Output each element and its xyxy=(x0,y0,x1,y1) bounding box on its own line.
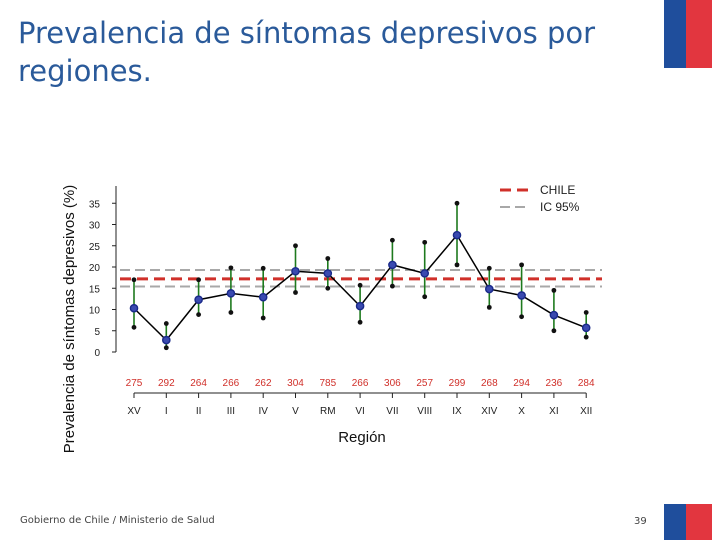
ci-lower-marker xyxy=(357,319,363,325)
y-tick-label: 5 xyxy=(94,327,100,338)
y-axis-label: Prevalencia de síntomas depresivos (%) xyxy=(61,185,78,453)
ci-lower-marker xyxy=(422,294,428,300)
data-point xyxy=(388,260,397,270)
y-tick-label: 10 xyxy=(89,306,101,317)
ci-lower-marker xyxy=(260,315,266,321)
ci-lower-marker xyxy=(293,290,298,295)
sample-size-label: 264 xyxy=(190,378,207,389)
ci-upper-marker xyxy=(454,200,460,206)
data-point xyxy=(517,291,526,300)
flag-red-stripe xyxy=(686,0,712,68)
y-tick-label: 25 xyxy=(89,242,101,253)
ci-upper-marker xyxy=(357,282,363,288)
ci-upper-marker xyxy=(325,256,331,261)
data-point xyxy=(355,301,365,311)
sample-size-label: 306 xyxy=(384,378,401,389)
ci-upper-marker xyxy=(260,265,266,271)
x-tick-label: II xyxy=(196,406,202,417)
y-tick-label: 35 xyxy=(89,199,101,210)
ci-upper-marker xyxy=(293,243,298,249)
ci-lower-marker xyxy=(583,334,589,340)
ci-lower-marker xyxy=(228,310,234,315)
x-tick-label: V xyxy=(292,406,299,417)
ci-upper-marker xyxy=(131,277,137,283)
footer-text: Gobierno de Chile / Ministerio de Salud xyxy=(20,515,215,526)
sample-size-label: 268 xyxy=(481,378,498,389)
data-point xyxy=(323,269,333,278)
ci-lower-marker xyxy=(196,312,202,317)
sample-size-label: 266 xyxy=(223,378,240,389)
ci-lower-marker xyxy=(454,262,460,268)
sample-size-label: 785 xyxy=(319,378,336,389)
data-point xyxy=(129,303,139,313)
y-tick-label: 0 xyxy=(94,348,100,359)
ci-lower-marker xyxy=(163,345,169,351)
ci-upper-marker xyxy=(486,265,492,271)
chile-flag-logo-top xyxy=(664,0,712,68)
data-point xyxy=(549,310,559,320)
x-tick-label: IX xyxy=(452,406,462,417)
x-tick-label: VIII xyxy=(417,406,432,417)
data-point xyxy=(226,289,236,298)
sample-size-label: 294 xyxy=(513,378,530,389)
x-tick-label: VII xyxy=(386,406,398,417)
sample-size-label: 284 xyxy=(578,378,595,389)
data-point xyxy=(258,292,268,302)
page-title: Prevalencia de síntomas depresivos por r… xyxy=(18,16,596,88)
y-tick-label: 30 xyxy=(89,221,101,232)
ci-lower-marker xyxy=(390,283,395,289)
y-tick-label: 15 xyxy=(89,284,101,295)
data-point xyxy=(452,230,462,240)
ci-lower-marker xyxy=(131,324,137,330)
ci-lower-marker xyxy=(325,285,331,291)
y-tick-label: 20 xyxy=(89,263,101,274)
ci-upper-marker xyxy=(551,287,557,293)
chile-flag-logo-bottom xyxy=(664,504,712,540)
x-tick-label: VI xyxy=(355,406,364,417)
legend-ci95-label: IC 95% xyxy=(540,200,580,214)
x-tick-label: XII xyxy=(580,406,592,417)
flag-blue-stripe xyxy=(664,504,686,540)
sample-size-label: 257 xyxy=(416,378,433,389)
sample-size-label: 275 xyxy=(126,378,143,389)
ci-upper-marker xyxy=(163,321,169,326)
flag-red-stripe xyxy=(686,504,712,540)
x-tick-label: X xyxy=(518,406,525,417)
sample-size-label: 299 xyxy=(449,378,466,389)
data-point xyxy=(484,284,494,294)
x-tick-label: XIV xyxy=(481,406,497,417)
data-point xyxy=(194,295,203,305)
x-tick-label: XV xyxy=(127,406,141,417)
ci-lower-marker xyxy=(486,304,492,310)
ci-upper-marker xyxy=(390,237,395,243)
flag-blue-stripe xyxy=(664,0,686,68)
x-tick-label: I xyxy=(165,406,168,417)
x-tick-label: IV xyxy=(258,406,268,417)
data-point xyxy=(291,266,300,276)
ci-upper-marker xyxy=(422,239,428,245)
ci-upper-marker xyxy=(583,310,589,315)
page-number: 39 xyxy=(634,516,647,527)
x-tick-label: XI xyxy=(549,406,558,417)
x-tick-label: III xyxy=(227,406,235,417)
sample-size-label: 304 xyxy=(287,378,304,389)
data-point xyxy=(420,269,430,278)
ci-upper-marker xyxy=(196,277,202,283)
ci-upper-marker xyxy=(519,262,524,268)
sample-size-label: 236 xyxy=(546,378,563,389)
x-tick-label: RM xyxy=(320,406,336,417)
ci-lower-marker xyxy=(519,314,524,320)
data-point xyxy=(161,335,171,345)
legend-chile-label: CHILE xyxy=(540,183,575,197)
sample-size-label: 262 xyxy=(255,378,272,389)
x-axis-label: Región xyxy=(338,429,386,446)
sample-size-label: 292 xyxy=(158,378,175,389)
ci-lower-marker xyxy=(551,328,557,334)
sample-size-label: 266 xyxy=(352,378,369,389)
ci-upper-marker xyxy=(228,265,234,271)
data-point xyxy=(581,323,591,333)
